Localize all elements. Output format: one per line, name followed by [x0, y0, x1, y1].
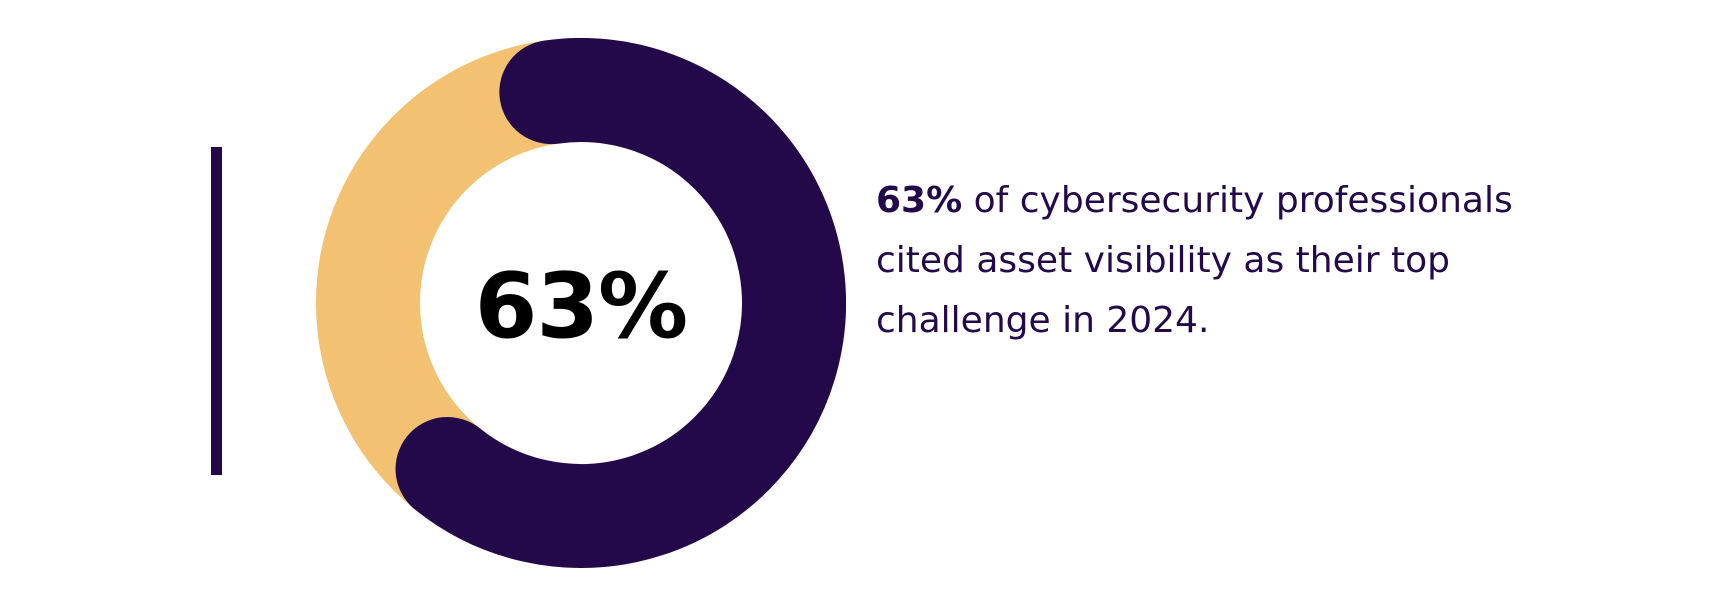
statistic-text: of cybersecurity professionals cited ass… [876, 180, 1513, 341]
statistic-statement: 63% of cybersecurity professionals cited… [876, 171, 1516, 351]
donut-slice-primary [395, 38, 846, 568]
donut-center-label: 63% [474, 253, 688, 359]
accent-divider [211, 147, 222, 475]
donut-chart [316, 38, 846, 568]
statistic-highlight: 63% [876, 180, 963, 221]
